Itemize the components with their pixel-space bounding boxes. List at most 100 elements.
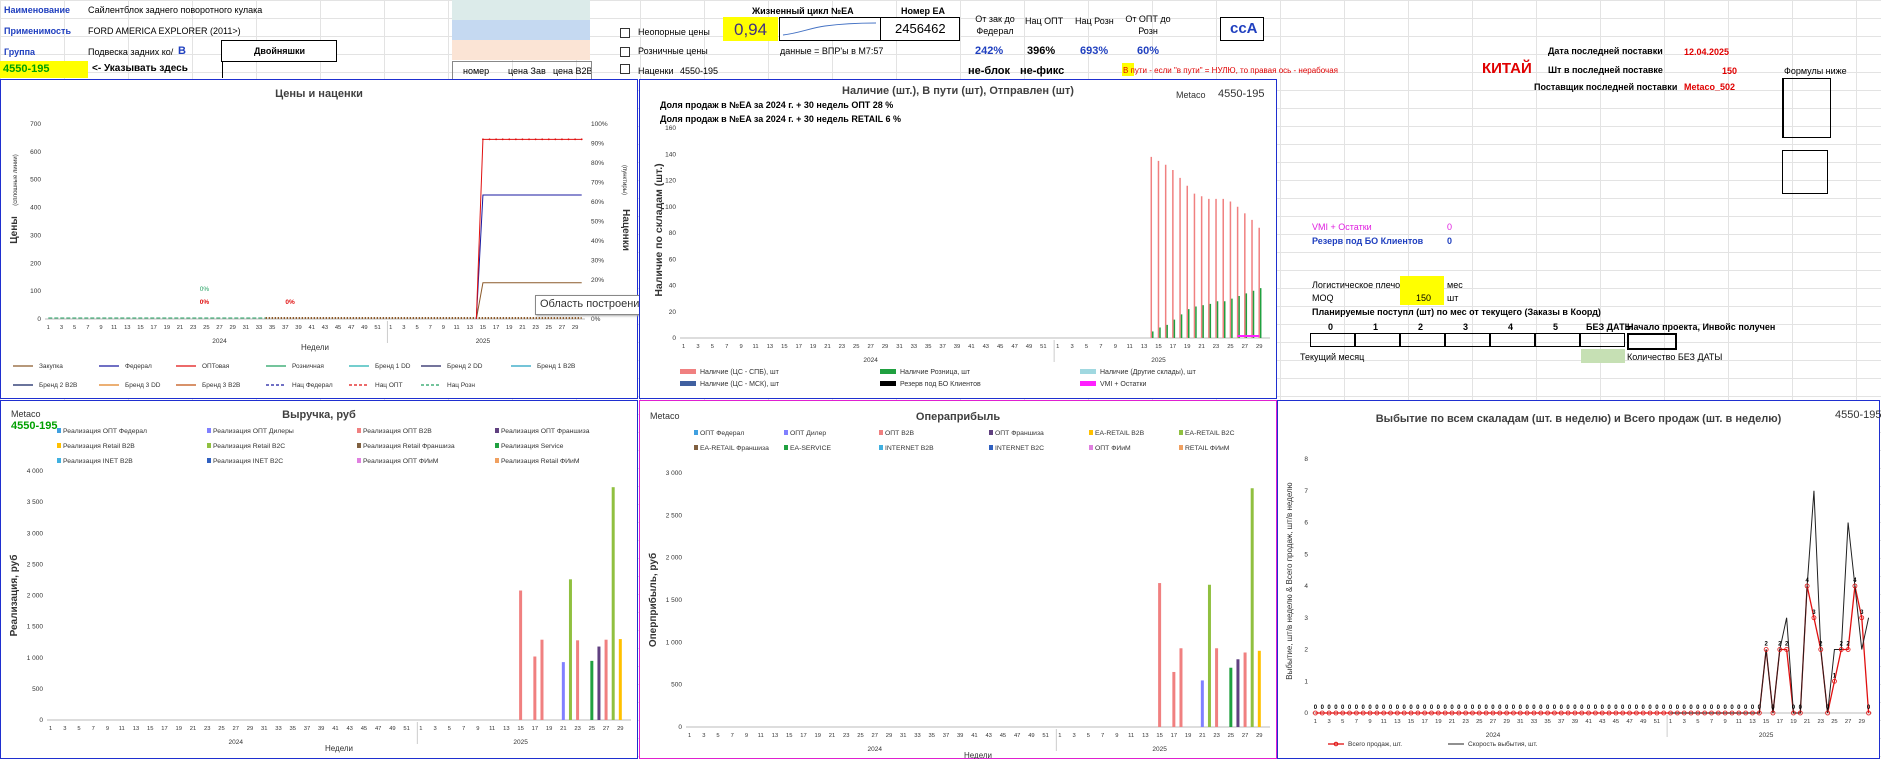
y-tick-label: 3 xyxy=(1304,615,1308,622)
x-tick-label: 5 xyxy=(716,733,719,739)
x-tick-label: 11 xyxy=(753,344,759,350)
moq-cell[interactable]: 150 xyxy=(1400,291,1444,305)
y2-tick-label: 70% xyxy=(591,180,604,187)
planned-cell[interactable] xyxy=(1445,333,1490,347)
usage-value[interactable]: FORD AMERICA EXPLORER (2011>) xyxy=(88,26,241,36)
col-price-zav: цена Зав xyxy=(508,66,546,76)
point-label: 0 xyxy=(1334,705,1338,711)
x-tick-label: 1 xyxy=(1056,344,1059,350)
revenue-panel[interactable]: Metaco 4550-195 Выручка, руб 0 500 1 000 1 … xyxy=(0,400,638,759)
y-tick-label: 0 xyxy=(672,335,676,342)
y-tick-label: 5 xyxy=(1304,551,1308,558)
y-tick-label: 8 xyxy=(1304,456,1308,463)
x-tick-label: 21 xyxy=(824,344,830,350)
logistics-cell[interactable] xyxy=(1400,276,1444,291)
x-tick-label: 27 xyxy=(233,726,239,732)
x-tick-label: 5 xyxy=(73,325,76,331)
x-tick-label: 31 xyxy=(1517,719,1523,725)
profit-panel[interactable]: Metaco Операприбыль 0 500 1 000 1 500 2 000 2… xyxy=(639,400,1277,759)
x-tick-label: 1 xyxy=(688,733,691,739)
planned-cell[interactable] xyxy=(1400,333,1445,347)
x-tick-label: 31 xyxy=(261,726,267,732)
legend-label: Розничная xyxy=(292,363,324,370)
planned-cell[interactable] xyxy=(1310,333,1355,347)
x-tick-label: 47 xyxy=(348,325,354,331)
legend-swatch xyxy=(357,458,361,463)
point-label: 0 xyxy=(1669,705,1673,711)
nonbase-prices-checkbox[interactable] xyxy=(620,28,630,38)
x-tick-label: 7 xyxy=(429,325,432,331)
price-marker xyxy=(514,138,517,141)
x-tick-label: 19 xyxy=(1790,719,1796,725)
planned-cell[interactable] xyxy=(1535,333,1580,347)
series-marker xyxy=(1743,710,1749,716)
y2-tick-label: 50% xyxy=(591,219,604,226)
planned-cell[interactable] xyxy=(1580,333,1625,347)
x-tick-label: 19 xyxy=(1184,344,1190,350)
x-tick-label: 9 xyxy=(476,726,479,732)
group-label: Группа xyxy=(4,47,36,57)
x-tick-label: 47 xyxy=(1626,719,1632,725)
x-tick-label: 41 xyxy=(971,733,977,739)
series-marker xyxy=(1797,710,1803,716)
x-tick-label: 21 xyxy=(829,733,835,739)
x-tick-label: 9 xyxy=(99,325,102,331)
retail-prices-checkbox[interactable] xyxy=(620,47,630,57)
price-series-line xyxy=(475,138,582,320)
data-bar xyxy=(590,660,594,720)
group-value[interactable]: Подвеска задних ко/ xyxy=(88,47,174,57)
y-tick-label: 2 000 xyxy=(27,593,44,600)
x-tick-label: 29 xyxy=(617,726,623,732)
x-tick-label: 21 xyxy=(519,325,525,331)
series-marker xyxy=(1804,583,1810,589)
prices-panel[interactable]: Цены и наценки 0 100 200 300 400 500 600 700 1 3 5… xyxy=(0,79,657,399)
cca-box[interactable]: ccA xyxy=(1220,17,1264,41)
planned-cell[interactable] xyxy=(1490,333,1535,347)
planned-col-header: 3 xyxy=(1463,322,1469,332)
series-line xyxy=(1315,585,1870,714)
no-date-cell[interactable] xyxy=(1581,349,1625,363)
moq-value: 150 xyxy=(1416,293,1432,303)
current-month: Текущий месяц xyxy=(1300,352,1365,362)
outflow-panel[interactable]: Выбытие по всем скаладам (шт. в неделю) … xyxy=(1277,400,1881,759)
point-label: 0 xyxy=(1635,705,1639,711)
col-number: номер xyxy=(463,66,490,76)
legend-label: Бренд 1 DD xyxy=(375,363,411,370)
legend-label: Бренд 1 B2B xyxy=(537,363,575,370)
y-tick-label: 1 000 xyxy=(666,639,683,646)
name-value[interactable]: Сайлентблок заднего поворотного кулака xyxy=(88,5,263,15)
data-bar xyxy=(561,662,565,720)
x-tick-label: 5 xyxy=(77,726,80,732)
x-tick-label: 5 xyxy=(1696,719,1699,725)
x-tick-label: 7 xyxy=(1099,344,1102,350)
x-tick-label: 51 xyxy=(403,726,409,732)
legend-swatch xyxy=(1179,430,1183,435)
lifecycle-value: 0,94 xyxy=(734,20,768,39)
code-cell[interactable]: 4550-195 xyxy=(0,61,88,78)
ea-number-box[interactable]: 2456462 xyxy=(880,17,960,41)
markup-label: 0% xyxy=(200,299,210,306)
markup-label: 0% xyxy=(285,299,295,306)
point-label: 0 xyxy=(1730,705,1734,711)
markups-label: Наценки xyxy=(638,66,674,76)
moq-label: MOQ xyxy=(1312,293,1334,303)
price-marker xyxy=(567,138,570,141)
x-tick-label: 27 xyxy=(1242,344,1248,350)
project-start-box[interactable] xyxy=(1627,333,1677,350)
x-tick-label: 25 xyxy=(1228,733,1234,739)
series-marker xyxy=(1702,710,1708,716)
logistics-unit: мес xyxy=(1447,280,1463,290)
legend-label: Бренд 2 B2B xyxy=(39,382,77,389)
x-tick-label: 29 xyxy=(572,325,578,331)
legend-label: Реализация Retail B2B xyxy=(63,443,135,450)
legend-label: Бренд 3 DD xyxy=(125,382,161,389)
sparkline-chart xyxy=(782,22,877,36)
lifecycle-cell[interactable]: 0,94 xyxy=(723,17,778,41)
markups-checkbox[interactable] xyxy=(620,64,630,74)
stock-panel[interactable]: Наличие (шт.), В пути (шт), Отправлен (ш… xyxy=(639,79,1277,399)
point-label: 0 xyxy=(1744,705,1748,711)
planned-cell[interactable] xyxy=(1355,333,1400,347)
twin-box[interactable]: Двойняшки xyxy=(221,40,337,62)
x-tick-label: 37 xyxy=(939,344,945,350)
x-tick-label: 49 xyxy=(1028,733,1034,739)
